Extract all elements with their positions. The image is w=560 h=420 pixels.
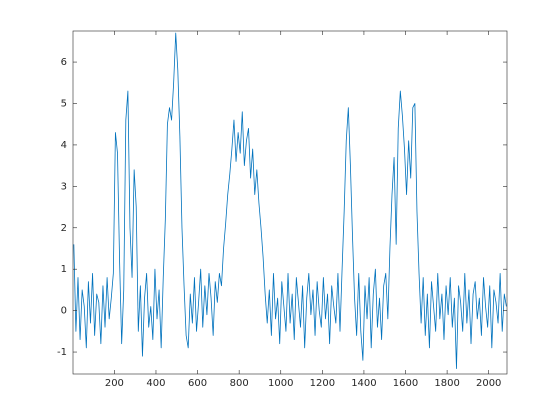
x-tick-label: 1400 bbox=[351, 378, 376, 389]
y-tick-label: 1 bbox=[61, 264, 67, 275]
x-tick-label: 600 bbox=[188, 378, 207, 389]
x-tick-label: 1600 bbox=[393, 378, 418, 389]
x-tick-label: 1000 bbox=[268, 378, 293, 389]
x-tick-label: 2000 bbox=[476, 378, 501, 389]
x-tick-label: 1200 bbox=[310, 378, 335, 389]
y-tick-label: -1 bbox=[57, 347, 67, 358]
x-tick-label: 400 bbox=[146, 378, 165, 389]
x-tick-label: 200 bbox=[105, 378, 124, 389]
y-tick-label: 2 bbox=[61, 223, 67, 234]
x-tick-label: 1800 bbox=[434, 378, 459, 389]
x-tick-label: 800 bbox=[230, 378, 249, 389]
y-tick-label: 4 bbox=[61, 140, 67, 151]
y-tick-label: 6 bbox=[61, 57, 67, 68]
axes-box bbox=[72, 30, 508, 375]
y-tick-label: 5 bbox=[61, 98, 67, 109]
y-tick-label: 3 bbox=[61, 181, 67, 192]
data-line bbox=[73, 32, 507, 370]
y-tick-label: 0 bbox=[61, 306, 67, 317]
